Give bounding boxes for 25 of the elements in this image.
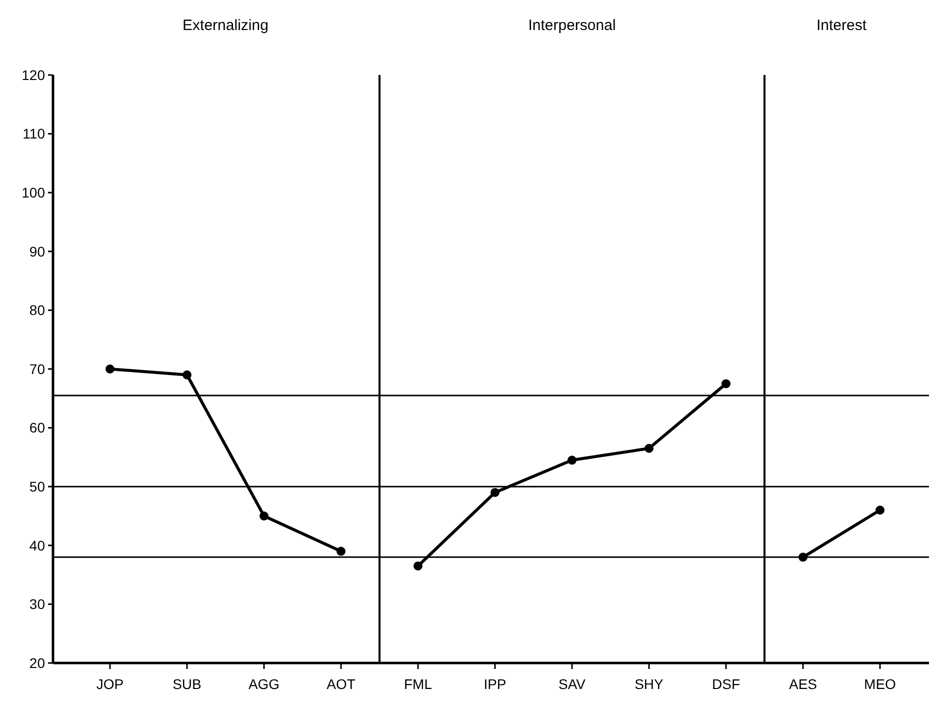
text: Interpersonal xyxy=(528,17,616,34)
y-tick-label: 70 xyxy=(29,360,46,377)
y-tick-label: 20 xyxy=(29,654,46,671)
x-tick-label: SAV xyxy=(558,676,586,692)
x-tick-label: AOT xyxy=(326,676,356,692)
text: Externalizing xyxy=(182,17,268,34)
y-tick-label: 120 xyxy=(22,66,46,83)
x-tick-label: SHY xyxy=(634,676,664,692)
x-tick-label: SUB xyxy=(172,676,202,692)
x-tick-label: JOP xyxy=(96,676,124,692)
y-tick-label: 110 xyxy=(22,126,46,142)
x-tick-label: AGG xyxy=(248,676,280,692)
y-tick-label: 60 xyxy=(29,420,46,436)
x-tick-label: IPP xyxy=(484,676,506,692)
y-tick-label: 30 xyxy=(29,596,46,612)
x-tick-label: DSF xyxy=(712,676,740,692)
y-tick-label: 80 xyxy=(29,302,46,318)
x-tick-label: AES xyxy=(788,676,818,692)
y-tick-label: 40 xyxy=(29,537,46,554)
y-tick-label: 90 xyxy=(29,243,46,260)
y-tick-label: 50 xyxy=(29,478,46,494)
x-tick-label: FML xyxy=(404,676,432,692)
y-tick-label: 100 xyxy=(22,184,46,200)
text: Interest xyxy=(816,17,868,34)
x-tick-label: MEO xyxy=(864,676,896,692)
